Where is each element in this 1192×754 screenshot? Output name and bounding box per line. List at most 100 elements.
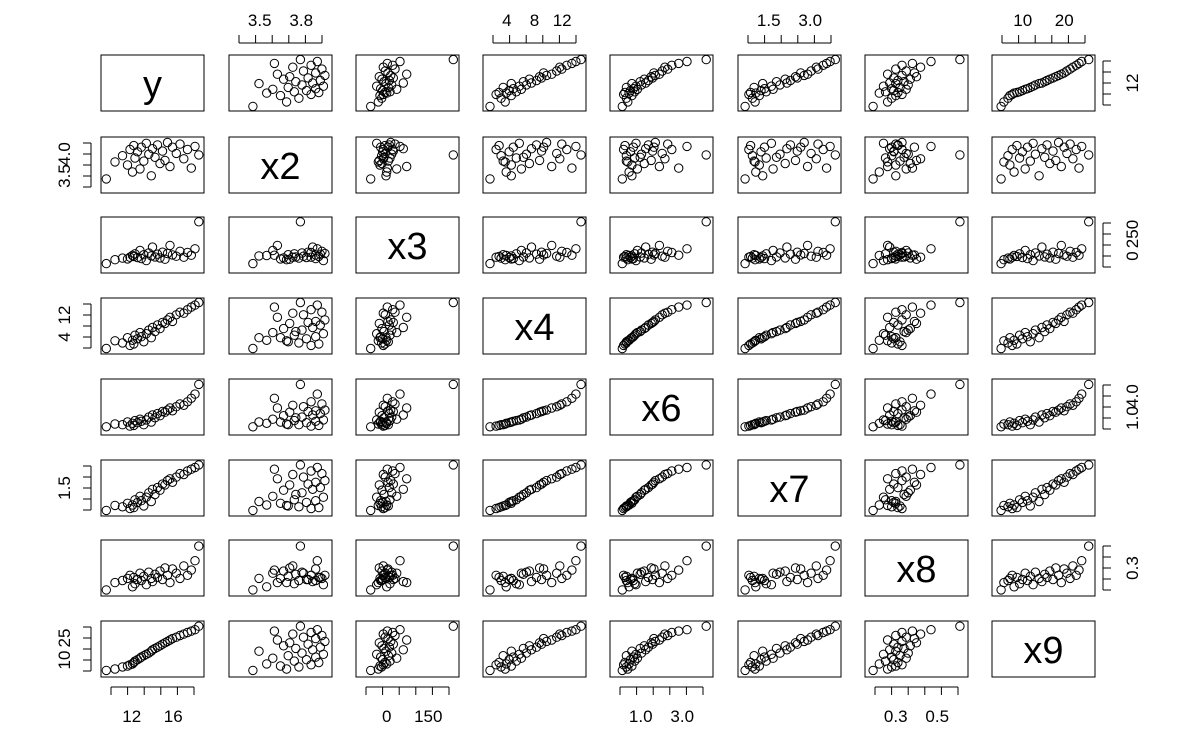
point [926, 389, 936, 399]
point [372, 138, 382, 149]
point [701, 54, 711, 65]
point [621, 250, 632, 260]
point [674, 163, 684, 173]
point [448, 150, 458, 160]
panel-border [991, 136, 1096, 194]
point [386, 475, 396, 486]
point [905, 641, 915, 651]
point [650, 570, 660, 580]
point [955, 460, 965, 470]
point [909, 406, 920, 416]
panel-border [355, 297, 460, 355]
point [110, 255, 120, 265]
point [889, 334, 899, 344]
point [955, 297, 965, 308]
point [650, 248, 660, 259]
point [926, 244, 936, 254]
point [758, 573, 768, 584]
point [390, 307, 400, 317]
point [248, 258, 258, 269]
point [139, 156, 149, 166]
point [825, 141, 835, 152]
panel-x6-vs-x9 [991, 378, 1096, 436]
tick-label: 20 [1055, 11, 1074, 30]
point [562, 627, 572, 638]
tick-label: 0 [382, 707, 391, 726]
panel-border [100, 136, 205, 194]
panel-border [609, 378, 714, 436]
point [1045, 566, 1055, 576]
point [806, 402, 816, 412]
point [674, 302, 684, 312]
point [641, 78, 651, 88]
point [380, 568, 390, 578]
axis-top-x9: 10 20 [1001, 11, 1086, 44]
point [308, 576, 318, 587]
panel-y-vs-x4 [482, 54, 587, 112]
point [377, 323, 387, 334]
point [749, 571, 759, 581]
point [294, 662, 304, 672]
point [751, 418, 761, 428]
point [141, 138, 152, 149]
panel-border [991, 620, 1096, 678]
point [254, 573, 264, 584]
point [627, 333, 637, 343]
point [147, 484, 158, 494]
point [521, 149, 532, 159]
panel-border [609, 136, 714, 194]
point [758, 251, 768, 261]
panel-x2-vs-x6 [609, 136, 714, 194]
panel-x6-vs-y [100, 378, 205, 436]
panel-x6-vs-x2 [228, 378, 333, 436]
point [552, 148, 562, 159]
point [317, 573, 327, 584]
point [508, 652, 518, 662]
point [402, 69, 412, 79]
panel-border [864, 378, 969, 436]
point [262, 250, 272, 261]
point [911, 480, 922, 490]
point [780, 641, 790, 651]
point [485, 174, 495, 184]
point [538, 406, 549, 416]
point [758, 78, 768, 89]
point [1062, 310, 1072, 320]
point [899, 326, 909, 337]
point [157, 639, 168, 649]
tick-label: 1.0 [629, 707, 653, 726]
point [627, 171, 637, 181]
point [903, 412, 913, 422]
point [388, 60, 398, 71]
point [152, 140, 163, 150]
point [101, 343, 112, 354]
point [557, 139, 567, 149]
point [165, 403, 175, 413]
point [882, 403, 893, 413]
point [811, 252, 821, 262]
point [303, 73, 313, 83]
point [268, 84, 278, 95]
point [901, 310, 911, 320]
point [448, 541, 458, 551]
point [288, 469, 298, 480]
point [379, 489, 389, 500]
point [878, 138, 889, 149]
point [518, 252, 529, 262]
point [1040, 77, 1050, 87]
point [996, 422, 1006, 432]
point [775, 149, 785, 159]
point [303, 479, 313, 489]
point [312, 389, 322, 399]
point [190, 556, 200, 566]
point [485, 258, 495, 269]
point [802, 69, 813, 79]
point [562, 247, 572, 258]
panel-x8-vs-x9 [991, 539, 1096, 597]
panel-border [864, 539, 969, 597]
point [101, 505, 112, 516]
point [186, 163, 197, 173]
point [317, 468, 327, 479]
panel-border [737, 620, 842, 678]
point [272, 312, 283, 322]
